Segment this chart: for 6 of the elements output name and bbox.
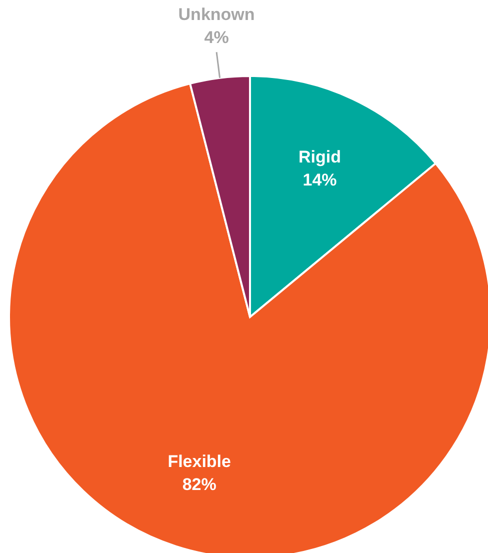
data-label: 14% [302, 170, 337, 190]
data-label: 82% [182, 474, 216, 494]
slice-label: Flexible [168, 452, 232, 471]
data-label: 4% [204, 28, 229, 48]
slice-label: Unknown [178, 5, 255, 24]
slice-label: Rigid [298, 148, 342, 167]
